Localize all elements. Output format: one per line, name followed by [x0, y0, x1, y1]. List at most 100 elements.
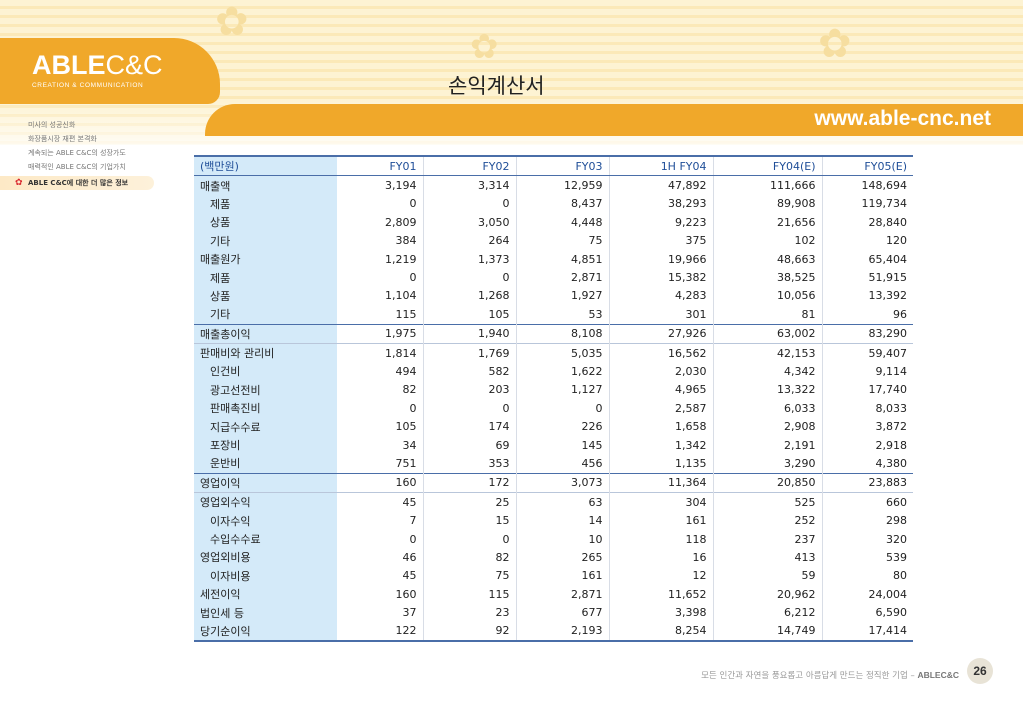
value-cell: 111,666	[713, 175, 823, 195]
value-cell: 1,373	[423, 249, 517, 269]
value-cell: 2,587	[609, 399, 714, 418]
table-row: 인건비 494 582 1,622 2,030 4,342 9,114	[194, 362, 913, 381]
value-cell: 148,694	[861, 179, 908, 193]
value-cell: 38,293	[609, 194, 714, 214]
value-cell: 4,965	[609, 380, 714, 400]
value-cell: 160	[337, 472, 424, 493]
value-cell: 118	[609, 529, 714, 549]
value-cell: 0	[423, 194, 517, 214]
value-cell: 17,740	[868, 383, 908, 397]
value-cell: 69	[423, 435, 517, 455]
table-row: 이자수익 7 15 14 161 252 298	[194, 511, 913, 530]
value-cell: 80	[893, 569, 907, 583]
value-cell: 10,056	[713, 286, 823, 306]
value-cell: 13,392	[868, 289, 908, 303]
value-cell: 264	[423, 231, 517, 250]
value-cell: 8,033	[875, 401, 908, 415]
value-cell: 172	[423, 472, 517, 493]
value-cell: 160	[337, 584, 424, 604]
table-row: 상품 2,809 3,050 4,448 9,223 21,656 28,840	[194, 213, 913, 232]
table-row: 수입수수료 0 0 10 118 237 320	[194, 529, 913, 549]
sidebar-item[interactable]: 계속되는 ABLE C&C의 성장가도	[0, 146, 170, 160]
value-cell: 304	[609, 492, 714, 512]
value-cell: 21,656	[713, 213, 823, 232]
value-cell: 48,663	[713, 249, 823, 269]
sidebar-item-label: ABLE C&C에 대한 더 많은 정보	[28, 179, 129, 187]
sidebar-item[interactable]: 미사의 성공신화	[0, 118, 170, 132]
value-cell: 51,915	[868, 271, 908, 285]
value-cell: 42,153	[713, 342, 823, 363]
value-cell: 81	[713, 305, 823, 325]
table-body: 매출액 3,194 3,314 12,959 47,892 111,666 148,694 제…	[194, 175, 913, 643]
flower-decoration-icon: ✿	[470, 27, 499, 67]
value-cell: 203	[423, 380, 517, 400]
value-cell: 456	[516, 454, 610, 474]
value-cell: 83,290	[822, 323, 913, 344]
value-cell: 75	[423, 566, 517, 585]
value-cell: 751	[337, 454, 424, 474]
value-cell: 161	[516, 566, 610, 585]
table-row: 매출액 3,194 3,314 12,959 47,892 111,666 148,694	[194, 175, 913, 195]
sidebar-item-label: 계속되는 ABLE C&C의 성장가도	[28, 149, 126, 157]
footer-tagline-text: 모든 인간과 자연을 풍요롭고 아름답게 만드는 정직한 기업 –	[701, 671, 915, 681]
value-cell: 0	[337, 194, 424, 214]
value-cell: 14,749	[713, 621, 823, 643]
value-cell: 0	[423, 529, 517, 549]
value-cell: 4,851	[516, 249, 610, 269]
sidebar-item[interactable]: 화장품시장 재편 본격화	[0, 132, 170, 146]
table-header-row: (백만원) FY01 FY02 FY03 1H FY04 FY04(E) FY0…	[194, 155, 913, 177]
row-label: 영업외비용	[194, 548, 337, 567]
sidebar-item-active[interactable]: ✿ ABLE C&C에 대한 더 많은 정보	[0, 176, 154, 190]
website-url[interactable]: www.able-cnc.net	[814, 107, 991, 130]
value-cell: 6,033	[713, 399, 823, 418]
value-cell: 4,448	[516, 213, 610, 232]
value-cell: 2,809	[337, 213, 424, 232]
value-cell: 1,927	[516, 286, 610, 306]
table-row: 기타 384 264 75 375 102 120	[194, 231, 913, 250]
value-cell: 59,407	[822, 342, 913, 363]
value-cell: 660	[822, 492, 913, 512]
row-label: 제품	[194, 194, 337, 214]
value-cell: 37	[337, 603, 424, 622]
sidebar-item-label: 매력적인 ABLE C&C의 기업가치	[28, 163, 126, 171]
value-cell: 174	[423, 417, 517, 436]
value-cell: 1,658	[609, 417, 714, 436]
value-cell: 161	[609, 511, 714, 530]
value-cell: 1,104	[337, 286, 424, 306]
value-cell: 3,073	[516, 472, 610, 493]
value-cell: 8,254	[609, 621, 714, 643]
value-cell: 0	[423, 268, 517, 287]
row-label: 매출액	[194, 175, 337, 195]
row-label: 이자수익	[194, 511, 337, 530]
table-row: 판매비와 관리비 1,814 1,769 5,035 16,562 42,153 59,40…	[194, 342, 913, 363]
value-cell: 16	[609, 548, 714, 567]
value-cell: 82	[423, 548, 517, 567]
value-cell: 413	[713, 548, 823, 567]
value-cell: 1,135	[609, 454, 714, 474]
value-cell: 23,883	[822, 472, 913, 493]
table-row: 이자비용 45 75 161 12 59 80	[194, 566, 913, 585]
value-cell: 9,114	[875, 364, 908, 378]
value-cell: 115	[337, 305, 424, 325]
value-cell: 4,342	[713, 362, 823, 381]
value-cell: 4,380	[875, 456, 908, 470]
value-cell: 3,314	[423, 175, 517, 195]
value-cell: 1,622	[516, 362, 610, 381]
value-cell: 2,193	[516, 621, 610, 643]
value-cell: 119,734	[861, 197, 908, 211]
value-cell: 63	[516, 492, 610, 512]
row-label: 포장비	[194, 435, 337, 455]
table-row: 상품 1,104 1,268 1,927 4,283 10,056 13,392	[194, 286, 913, 306]
url-band	[205, 104, 1023, 136]
value-cell: 120	[886, 234, 907, 248]
sidebar-item[interactable]: 매력적인 ABLE C&C의 기업가치	[0, 160, 170, 174]
value-cell: 105	[337, 417, 424, 436]
row-label: 지급수수료	[194, 417, 337, 436]
table-row: 광고선전비 82 203 1,127 4,965 13,322 17,740	[194, 380, 913, 400]
value-cell: 0	[337, 399, 424, 418]
table-row: 운반비 751 353 456 1,135 3,290 4,380	[194, 454, 913, 474]
value-cell: 59	[713, 566, 823, 585]
logo-bold-text: ABLE	[32, 50, 106, 80]
row-label: 기타	[194, 305, 337, 325]
row-label: 매출총이익	[194, 323, 337, 344]
